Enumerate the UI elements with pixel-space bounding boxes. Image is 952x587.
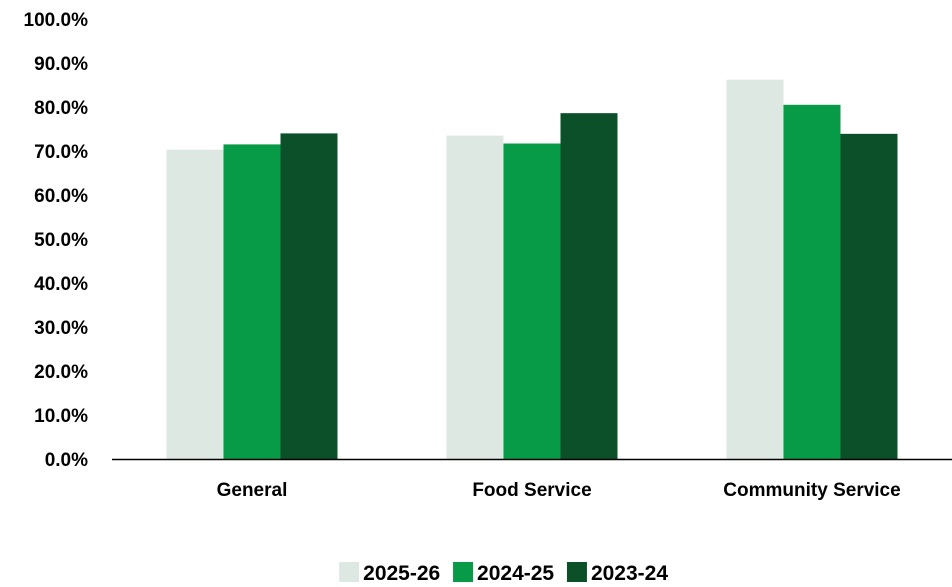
- x-axis-ticks: General Food Service Community Service: [217, 480, 901, 501]
- bar-2024-25-general: [223, 144, 281, 459]
- y-tick-label: 40.0%: [34, 274, 88, 295]
- y-axis-ticks: 0.0% 10.0% 20.0% 30.0% 40.0% 50.0% 60.0% 70.0% 8…: [24, 10, 89, 471]
- bar-2023-24-food-service: [560, 113, 618, 459]
- bar-2025-26-food-service: [446, 135, 504, 459]
- y-tick-label: 50.0%: [34, 230, 88, 251]
- legend-label: 2023-24: [591, 562, 668, 582]
- x-tick-label: Food Service: [472, 480, 591, 501]
- y-tick-label: 90.0%: [34, 54, 88, 75]
- bar-2024-25-food-service: [503, 143, 561, 459]
- bar-2023-24-general: [280, 133, 338, 459]
- y-tick-label: 70.0%: [34, 142, 88, 163]
- bar-2025-26-community-service: [726, 79, 784, 459]
- bar-2025-26-general: [166, 149, 224, 459]
- legend: 2025-26 2024-25 2023-24: [339, 562, 668, 585]
- y-tick-label: 30.0%: [34, 318, 88, 339]
- y-tick-label: 80.0%: [34, 98, 88, 119]
- bar-series-group: [166, 79, 898, 460]
- x-tick-label: General: [217, 480, 288, 501]
- y-tick-label: 10.0%: [34, 406, 88, 427]
- legend-label: 2024-25: [477, 562, 554, 582]
- y-tick-label: 0.0%: [45, 450, 88, 471]
- legend-label: 2025-26: [363, 562, 440, 582]
- legend-swatch: [566, 562, 587, 582]
- legend-swatch: [339, 562, 360, 582]
- x-tick-label: Community Service: [723, 480, 900, 501]
- y-tick-label: 60.0%: [34, 186, 88, 207]
- y-tick-label: 100.0%: [24, 10, 89, 31]
- bar-2023-24-community-service: [840, 133, 898, 459]
- bar-2024-25-community-service: [783, 104, 841, 460]
- legend-swatch: [453, 562, 474, 582]
- y-tick-label: 20.0%: [34, 362, 88, 383]
